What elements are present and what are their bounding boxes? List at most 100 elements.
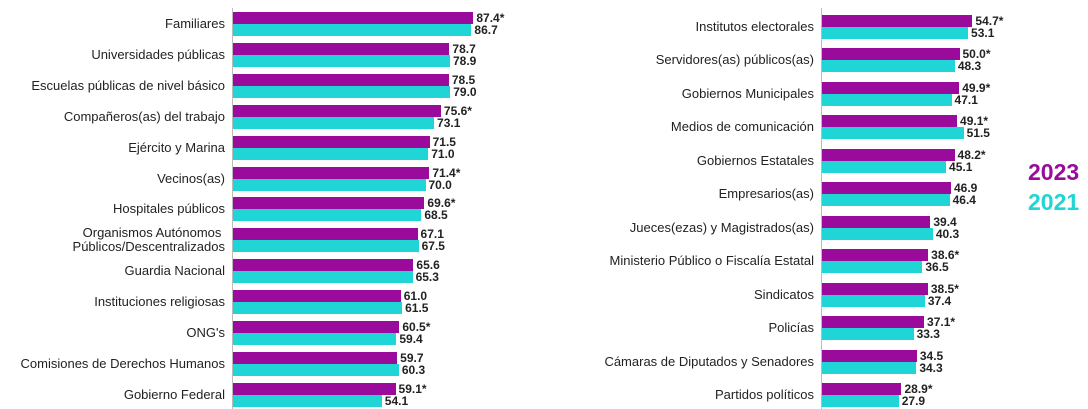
bar — [822, 182, 951, 195]
bar — [822, 160, 947, 173]
category-label: Guardia Nacional — [124, 263, 225, 279]
bar — [822, 361, 917, 374]
bar — [822, 27, 969, 39]
bar — [822, 282, 928, 295]
category-label: Medios de comunicación — [670, 119, 814, 135]
value-label: 70.0 — [428, 177, 452, 192]
bar — [233, 321, 400, 333]
bar — [822, 349, 917, 362]
bar — [233, 228, 418, 241]
value-label: 33.3 — [916, 327, 940, 342]
category-label: Policías — [768, 320, 814, 336]
value-label: 65.6 — [416, 258, 440, 273]
value-label: 47.1 — [954, 92, 978, 107]
bar — [822, 294, 925, 307]
value-label: 54.7* — [975, 14, 1004, 28]
value-label: 39.4 — [933, 214, 957, 229]
bar — [233, 197, 425, 210]
bar — [822, 215, 931, 228]
category-label: Vecinos(as) — [157, 170, 225, 186]
category-label: Gobierno Federal — [123, 386, 225, 402]
value-label: 49.9* — [962, 80, 991, 95]
value-label: 48.3 — [957, 59, 982, 74]
bar — [233, 24, 472, 36]
value-label: 27.9 — [901, 393, 926, 408]
bar — [822, 249, 929, 262]
bar — [233, 12, 474, 24]
value-label: 46.4 — [952, 193, 976, 208]
bar — [822, 261, 923, 274]
bar — [233, 135, 430, 148]
value-label: 38.6* — [931, 248, 960, 263]
value-label: 59.4 — [399, 332, 423, 346]
value-label: 28.9* — [904, 381, 933, 396]
bar — [233, 363, 399, 376]
bar — [233, 116, 435, 129]
category-label: Ministerio Público o Fiscalía Estatal — [609, 253, 814, 269]
bar — [822, 194, 950, 207]
bar — [822, 115, 958, 128]
bar — [233, 290, 401, 303]
value-label: 34.5 — [919, 348, 944, 363]
value-label: 79.0 — [453, 84, 477, 99]
value-label: 71.5 — [432, 134, 456, 149]
bar — [233, 240, 419, 253]
value-label: 71.0 — [431, 146, 455, 161]
bar — [822, 328, 914, 341]
value-label: 51.5 — [966, 126, 990, 141]
category-label: Hospitales públicos — [112, 201, 225, 217]
value-label: 71.4* — [432, 165, 461, 180]
value-label: 67.5 — [421, 239, 445, 254]
value-label: 38.5* — [930, 281, 959, 296]
legend-entry: 2021 — [1028, 189, 1080, 215]
category-label: Ejército y Marina — [128, 139, 225, 155]
bar — [822, 382, 902, 395]
value-label: 37.1* — [927, 315, 956, 330]
category-label: Jueces(ezas) y Magistrados(as) — [629, 219, 814, 235]
value-label: 45.1 — [949, 159, 973, 174]
category-label: Compañeros(as) del trabajo — [63, 108, 225, 124]
value-label: 75.6* — [443, 103, 472, 118]
bar — [822, 227, 933, 240]
value-label: 48.2* — [957, 147, 986, 162]
bar — [822, 316, 925, 329]
bar — [233, 166, 430, 179]
bar — [822, 127, 964, 140]
axis-line — [232, 8, 233, 409]
category-label: Instituciones religiosas — [94, 294, 225, 310]
value-label: 53.1 — [971, 26, 995, 40]
bar — [822, 148, 955, 161]
value-label: 78.5 — [451, 72, 476, 87]
bar — [822, 81, 960, 94]
bar — [233, 394, 382, 407]
bar — [233, 259, 414, 272]
category-label: Gobiernos Municipales — [681, 85, 814, 101]
category-label: Sindicatos — [754, 286, 814, 302]
value-label: 54.1 — [384, 393, 409, 408]
category-label: Escuelas públicas de nivel básico — [31, 77, 225, 93]
bar — [822, 60, 955, 73]
value-label: 68.5 — [424, 208, 448, 223]
bar — [822, 15, 973, 27]
bar — [233, 85, 451, 98]
category-label: Empresarios(as) — [718, 186, 814, 202]
category-label: Partidos políticos — [715, 386, 814, 402]
bar — [233, 147, 429, 160]
value-label: 61.5 — [405, 301, 429, 316]
legend-entry: 2023 — [1028, 159, 1080, 185]
value-label: 50.0* — [962, 47, 991, 62]
category-label: Cámaras de Diputados y Senadores — [604, 353, 814, 369]
value-label: 78.9 — [452, 53, 477, 68]
value-label: 65.3 — [415, 270, 439, 285]
bar — [233, 382, 396, 395]
bar — [233, 333, 397, 345]
category-label: Familiares — [165, 16, 225, 31]
bar — [233, 104, 441, 117]
category-label: Servidores(as) públicos(as) — [655, 52, 814, 68]
value-label: 61.0 — [403, 289, 428, 304]
value-label: 40.3 — [935, 226, 960, 241]
value-label: 60.5* — [402, 320, 431, 334]
bar — [822, 93, 952, 106]
value-label: 78.7 — [452, 41, 476, 56]
